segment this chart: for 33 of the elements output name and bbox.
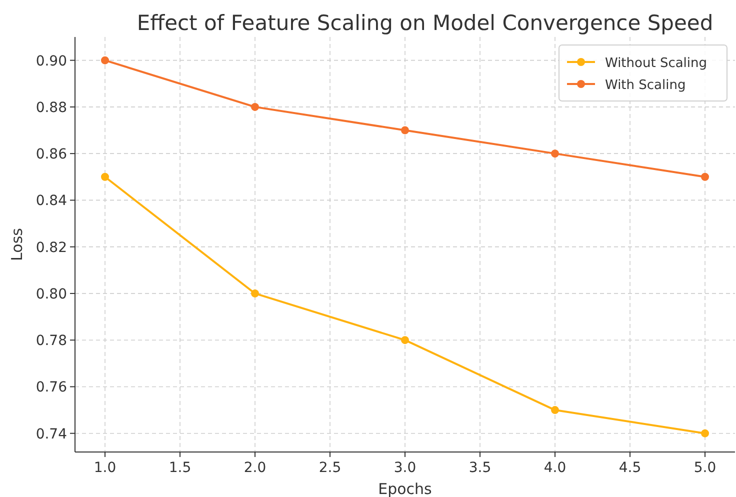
y-tick-label: 0.90 bbox=[36, 53, 67, 70]
x-axis-title: Epochs bbox=[378, 480, 432, 497]
point bbox=[701, 429, 709, 438]
point bbox=[101, 172, 109, 181]
point bbox=[251, 289, 259, 298]
chart-title: Effect of Feature Scaling on Model Convergence Speed bbox=[136, 11, 714, 35]
point bbox=[551, 406, 559, 414]
y-axis-title: Loss bbox=[8, 228, 26, 261]
x-tick-label: 2.0 bbox=[244, 460, 266, 476]
y-tick-label: 0.88 bbox=[36, 100, 67, 116]
x-tick-label: 3.0 bbox=[394, 460, 416, 476]
point bbox=[401, 126, 409, 134]
x-tick-label: 1.5 bbox=[168, 460, 192, 476]
point bbox=[701, 172, 709, 181]
y-tick-label: 0.84 bbox=[36, 193, 68, 210]
y-tick-label: 0.86 bbox=[36, 146, 68, 163]
point bbox=[551, 150, 559, 158]
point bbox=[101, 56, 109, 64]
point bbox=[401, 336, 409, 344]
x-tick-label: 4.0 bbox=[544, 460, 566, 476]
y-tick-label: 0.76 bbox=[36, 380, 68, 396]
x-tick-label: 4.5 bbox=[618, 460, 642, 476]
y-tick-label: 0.82 bbox=[36, 240, 67, 256]
x-tick-label: 1.0 bbox=[94, 460, 116, 476]
x-tick-label: 3.5 bbox=[468, 460, 492, 476]
point bbox=[251, 102, 259, 111]
y-tick-label: 0.80 bbox=[36, 286, 67, 302]
y-tick-label: 0.78 bbox=[36, 333, 67, 350]
legend-label: With Scaling bbox=[605, 78, 686, 93]
x-tick-label: 5.0 bbox=[694, 460, 716, 476]
y-tick-label: 0.74 bbox=[36, 426, 68, 442]
legend-label: Without Scaling bbox=[605, 56, 708, 71]
x-tick-label: 2.5 bbox=[318, 460, 342, 476]
